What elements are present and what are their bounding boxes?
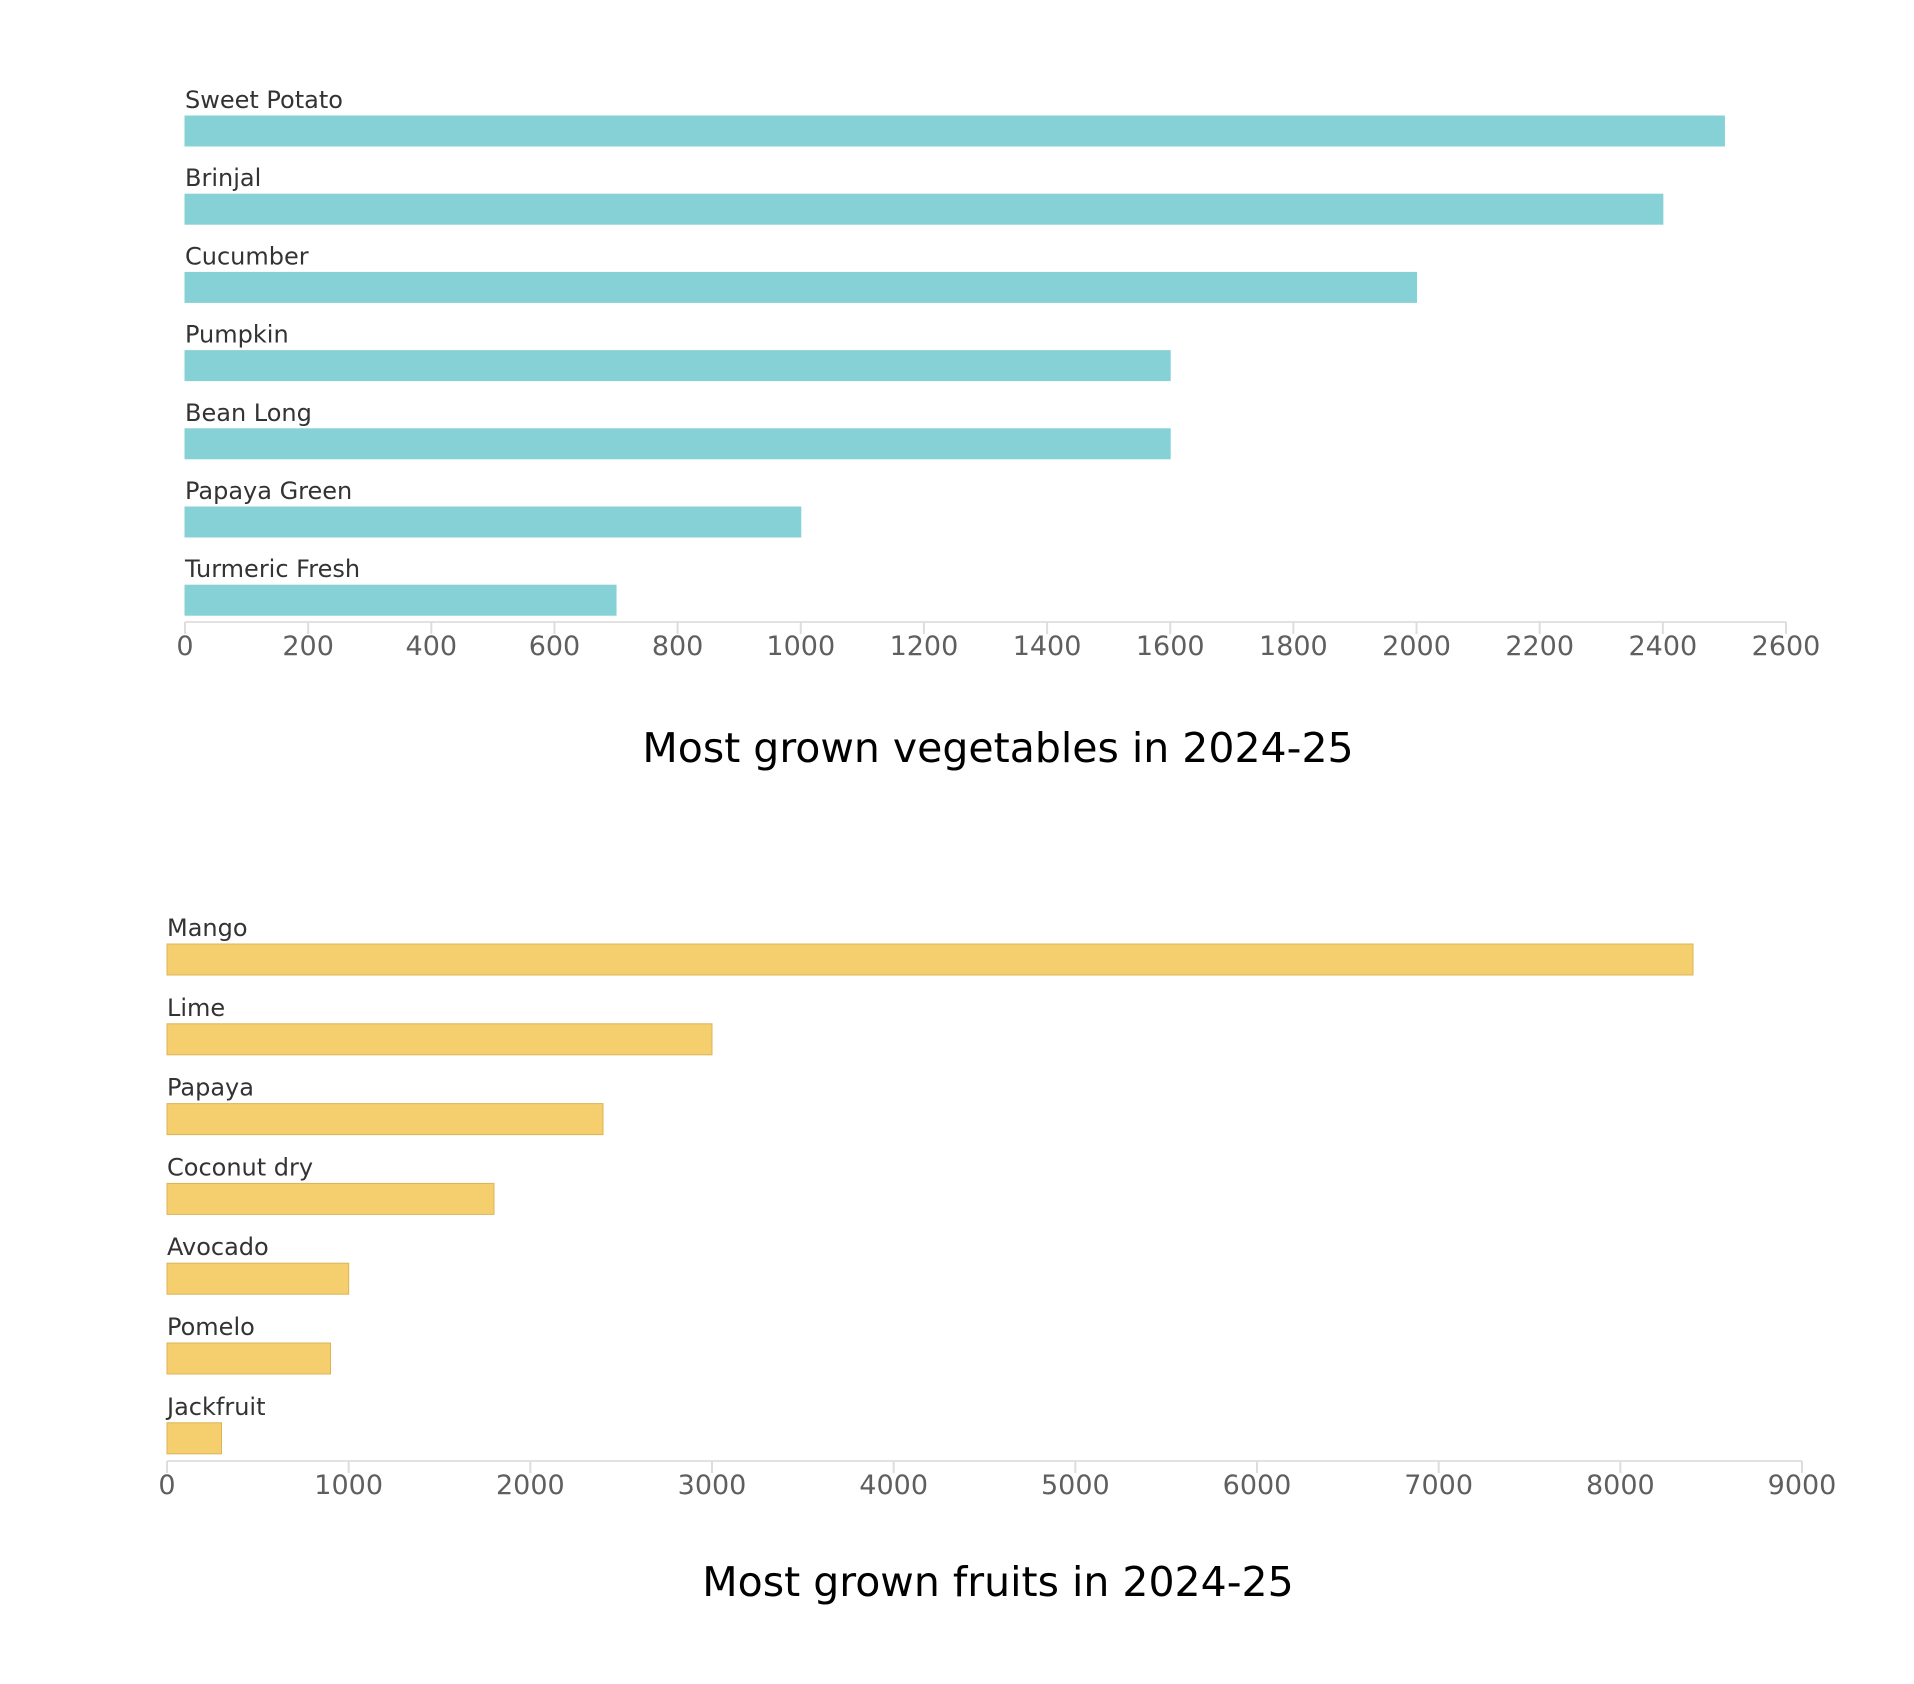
fruits-tick-label-6000: 6000 (1223, 1470, 1292, 1501)
vegetables-label-cucumber: Cucumber (185, 242, 309, 270)
vegetables-tick-label-1800: 1800 (1259, 631, 1328, 662)
vegetables-x-axis: 0 200 400 600 800 1000 1200 1400 1600 1800 2000 220… (176, 621, 1821, 662)
fruits-label-papaya: Papaya (167, 1074, 254, 1102)
vegetables-label-bean-long: Bean Long (185, 399, 312, 427)
vegetables-tick-label-1000: 1000 (766, 631, 835, 662)
fruits-tick-label-3000: 3000 (678, 1470, 747, 1501)
vegetables-chart-title: Most grown vegetables in 2024-25 (642, 724, 1353, 772)
fruits-label-mango: Mango (167, 914, 248, 942)
fruits-x-axis: 0 1000 2000 3000 4000 5000 6000 7000 8000 9000 (158, 1460, 1837, 1501)
vegetables-label-turmeric-fresh: Turmeric Fresh (184, 555, 360, 583)
vegetables-tick-label-2400: 2400 (1628, 631, 1697, 662)
fruits-bar-lime (166, 1023, 713, 1056)
fruits-tick-label-9000: 9000 (1768, 1470, 1837, 1501)
fruits-label-lime: Lime (167, 994, 225, 1022)
vegetables-tick-label-2000: 2000 (1382, 631, 1451, 662)
fruits-tick-label-7000: 7000 (1404, 1470, 1473, 1501)
vegetables-tick-label-1600: 1600 (1136, 631, 1205, 662)
vegetables-bar-sweet-potato (184, 115, 1725, 147)
fruits-label-pomelo: Pomelo (167, 1313, 255, 1341)
fruits-tick-label-0: 0 (158, 1470, 175, 1501)
fruits-bar-coconut-dry (166, 1182, 495, 1215)
fruits-label-avocado: Avocado (167, 1233, 269, 1261)
vegetables-bar-bean-long (184, 428, 1171, 460)
vegetables-bar-turmeric-fresh (184, 584, 617, 616)
fruits-tick-label-2000: 2000 (496, 1470, 565, 1501)
vegetables-bar-pumpkin (184, 350, 1171, 382)
vegetables-bar-brinjal (184, 193, 1664, 225)
fruits-category-labels: Mango Lime Papaya Coconut dry Avocado Pomelo J… (165, 914, 313, 1421)
fruits-bar-papaya (166, 1103, 604, 1136)
vegetables-tick-label-1200: 1200 (890, 631, 959, 662)
vegetables-label-brinjal: Brinjal (185, 164, 261, 192)
vegetables-tick-label-600: 600 (529, 631, 581, 662)
vegetables-bar-cucumber (184, 271, 1418, 303)
fruits-tick-label-4000: 4000 (859, 1470, 928, 1501)
fruits-chart-title: Most grown fruits in 2024-25 (702, 1558, 1293, 1606)
vegetables-chart: Sweet Potato Brinjal Cucumber Pumpkin Bean L… (176, 86, 1820, 772)
vegetables-tick-label-2200: 2200 (1505, 631, 1574, 662)
vegetables-bar-papaya-green (184, 506, 802, 538)
vegetables-tick-label-800: 800 (652, 631, 704, 662)
fruits-label-coconut-dry: Coconut dry (167, 1153, 313, 1181)
vegetables-tick-label-1400: 1400 (1013, 631, 1082, 662)
vegetables-label-sweet-potato: Sweet Potato (185, 86, 343, 114)
vegetables-tick-label-0: 0 (176, 631, 193, 662)
fruits-bar-pomelo (166, 1342, 331, 1375)
fruits-tick-label-8000: 8000 (1586, 1470, 1655, 1501)
vegetables-tick-label-400: 400 (406, 631, 458, 662)
fruits-chart: Mango Lime Papaya Coconut dry Avocado Pomelo J… (158, 914, 1836, 1606)
fruits-bar-mango (166, 943, 1694, 976)
fruits-bars (166, 943, 1694, 1455)
vegetables-category-labels: Sweet Potato Brinjal Cucumber Pumpkin Bean L… (184, 86, 360, 583)
vegetables-label-pumpkin: Pumpkin (185, 321, 289, 349)
fruits-bar-avocado (166, 1262, 350, 1295)
fruits-tick-label-5000: 5000 (1041, 1470, 1110, 1501)
vegetables-label-papaya-green: Papaya Green (185, 477, 352, 505)
vegetables-bars (184, 115, 1725, 616)
vegetables-tick-label-200: 200 (282, 631, 334, 662)
vegetables-tick-label-2600: 2600 (1752, 631, 1821, 662)
fruits-bar-jackfruit (166, 1422, 222, 1455)
fruits-label-jackfruit: Jackfruit (165, 1393, 265, 1421)
fruits-tick-label-1000: 1000 (314, 1470, 383, 1501)
